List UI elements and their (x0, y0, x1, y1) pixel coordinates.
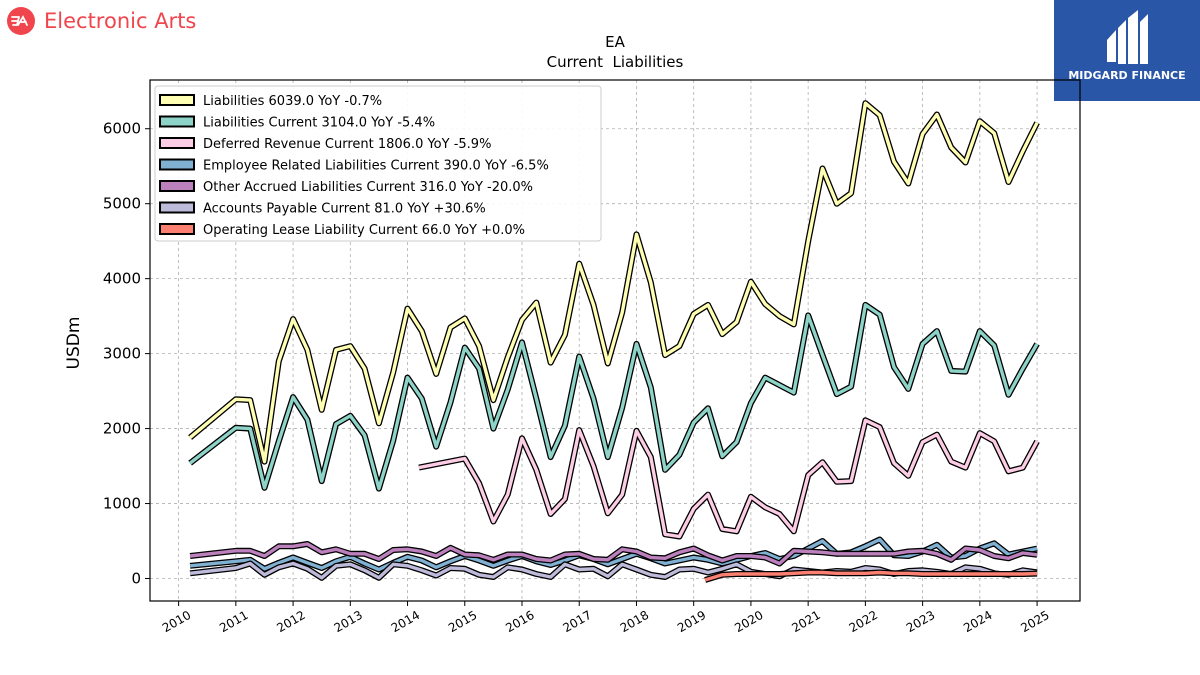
x-tick-label: 2025 (1018, 608, 1051, 635)
x-tick-label: 2012 (274, 608, 307, 635)
brand-name: Electronic Arts (44, 9, 197, 33)
series-6 (704, 569, 1038, 583)
legend-label: Deferred Revenue Current 1806.0 YoY -5.9… (203, 137, 491, 152)
partner-logo: MIDGARD FINANCE (1054, 0, 1200, 101)
x-tick-label: 2021 (789, 608, 822, 635)
y-tick-label: 3000 (103, 345, 141, 363)
x-tick-label: 2020 (732, 608, 765, 635)
series-line (418, 418, 1039, 539)
x-tick-label: 2018 (618, 608, 651, 635)
chart-series (188, 100, 1040, 583)
legend-item: Liabilities Current 3104.0 YoY -5.4% (159, 115, 435, 131)
legend-item: Liabilities 6039.0 YoY -0.7% (159, 94, 382, 109)
y-tick-label: 6000 (103, 120, 141, 138)
x-tick-label: 2023 (904, 608, 937, 635)
legend-label: Employee Related Liabilities Current 390… (203, 159, 549, 174)
legend-label: Operating Lease Liability Current 66.0 Y… (203, 223, 525, 238)
series-2 (418, 417, 1040, 540)
series-line (189, 101, 1039, 464)
y-tick-label: 1000 (103, 495, 141, 513)
legend-swatch (159, 223, 195, 235)
x-tick-label: 2016 (503, 608, 536, 635)
series-1 (188, 301, 1040, 492)
series-0 (188, 100, 1040, 465)
legend-swatch (159, 201, 195, 214)
chart-subtitle: Current Liabilities (547, 53, 684, 71)
series-line (189, 542, 1038, 566)
legend-label: Liabilities 6039.0 YoY -0.7% (203, 94, 382, 109)
x-tick-label: 2010 (160, 608, 193, 635)
series-4 (189, 541, 1038, 567)
series-line (704, 570, 1038, 582)
midgard-logo-icon (1107, 10, 1148, 64)
x-tick-label: 2013 (332, 608, 365, 635)
legend-item: Employee Related Liabilities Current 390… (159, 158, 549, 174)
x-tick-label: 2017 (561, 608, 594, 635)
y-tick-label: 0 (131, 570, 141, 588)
x-tick-label: 2022 (847, 608, 880, 635)
legend-label: Liabilities Current 3104.0 YoY -5.4% (203, 116, 435, 131)
legend-label: Other Accrued Liabilities Current 316.0 … (203, 180, 533, 195)
legend: Liabilities 6039.0 YoY -0.7% Liabilities … (154, 85, 602, 242)
legend-swatch (159, 137, 195, 149)
y-axis-label: USDm (64, 317, 84, 370)
legend-label: Accounts Payable Current 81.0 YoY +30.6% (203, 202, 486, 217)
legend-swatch (159, 115, 195, 128)
legend-item: Other Accrued Liabilities Current 316.0 … (159, 180, 533, 195)
x-tick-label: 2014 (389, 608, 422, 635)
y-axis-ticks: 0 1000 2000 3000 4000 5000 6000 (103, 120, 150, 588)
partner-name: MIDGARD FINANCE (1068, 69, 1186, 82)
legend-item: Accounts Payable Current 81.0 YoY +30.6% (159, 201, 486, 217)
x-tick-label: 2015 (446, 608, 479, 635)
chart-title: EA (605, 33, 625, 51)
series-line (189, 303, 1039, 491)
legend-item: Deferred Revenue Current 1806.0 YoY -5.9… (159, 137, 491, 152)
legend-box (154, 85, 602, 242)
x-tick-label: 2019 (675, 608, 708, 635)
legend-swatch (159, 180, 195, 192)
legend-item: Operating Lease Liability Current 66.0 Y… (159, 223, 525, 238)
brand-logo: Electronic Arts (6, 6, 196, 36)
x-axis-ticks: 2010 2011 2012 2013 2014 2015 2016 2017 2018 2019… (160, 601, 1052, 635)
x-tick-label: 2024 (961, 608, 994, 635)
plot-area-frame (149, 79, 1081, 602)
legend-swatch (159, 158, 195, 171)
y-tick-label: 4000 (103, 270, 141, 288)
ea-logo-icon (7, 7, 35, 35)
x-tick-label: 2011 (217, 608, 250, 635)
y-tick-label: 2000 (103, 420, 141, 438)
y-tick-label: 5000 (103, 195, 141, 213)
legend-swatch (159, 94, 195, 106)
